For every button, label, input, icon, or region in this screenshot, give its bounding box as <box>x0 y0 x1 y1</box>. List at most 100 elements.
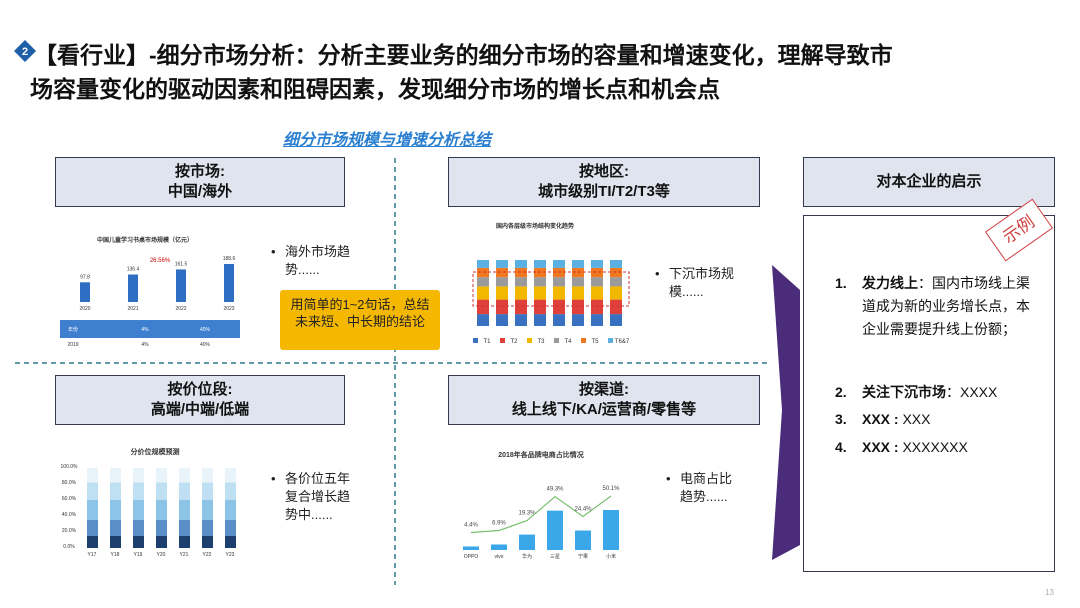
stack-seg <box>87 536 98 548</box>
stack-seg <box>496 267 508 278</box>
mini-text: 26.56% <box>150 258 171 264</box>
text: ：国内市场线上渠道成为新的业务增长点，本企业需要提升线上份额； <box>862 275 1030 337</box>
list-item: 1. 发力线上：国内市场线上渠道成为新的业务增长点，本企业需要提升线上份额； <box>835 272 1035 341</box>
stack-seg <box>572 286 584 300</box>
text: XXX <box>898 411 931 427</box>
bar <box>575 530 591 550</box>
stack-seg <box>202 536 213 548</box>
mini-text: 49.3% <box>546 487 564 493</box>
stack-seg <box>534 267 546 278</box>
text: ：XXXX <box>946 384 998 400</box>
stack-seg <box>477 314 489 326</box>
mini-text: 6.9% <box>492 520 506 526</box>
stack-seg <box>87 482 98 500</box>
stack-seg <box>477 286 489 300</box>
text: XXX : <box>862 439 899 455</box>
list-item: 2. 关注下沉市场：XXXX <box>835 381 1035 404</box>
stack-seg <box>156 520 167 536</box>
bar <box>80 282 90 302</box>
mini-text: 中国儿童学习书桌市场规模（亿元） <box>97 236 193 244</box>
legend-swatch <box>608 338 613 343</box>
stack-seg <box>225 468 236 483</box>
stack-seg <box>553 277 565 287</box>
stack-seg <box>110 520 121 536</box>
stack-seg <box>610 267 622 278</box>
mini-text: 100.0% <box>61 464 79 470</box>
stack-seg <box>202 520 213 536</box>
stack-seg <box>610 299 622 315</box>
legend-swatch <box>554 338 559 343</box>
stack-seg <box>179 468 190 483</box>
stack-seg <box>591 299 603 315</box>
stack-seg <box>496 286 508 300</box>
mini-text: 50.1% <box>602 486 620 492</box>
stack-seg <box>553 286 565 300</box>
stack-seg <box>553 299 565 315</box>
bar <box>176 269 186 302</box>
mini-text: 2018年各品牌电商占比情况 <box>498 450 584 459</box>
mini-text: Y18 <box>111 552 120 558</box>
highlight <box>472 271 630 307</box>
mini-text: 2019 <box>67 342 78 348</box>
stack-seg <box>202 500 213 520</box>
stack-seg <box>225 482 236 500</box>
mini-text: 年份 <box>68 326 78 333</box>
text: 城市级别TI/T2/T3等 <box>538 183 670 200</box>
stack-seg <box>179 520 190 536</box>
text: 2. <box>835 384 847 400</box>
mini-text: 2020 <box>79 306 90 312</box>
stack-seg <box>87 468 98 483</box>
page-number: 13 <box>1045 588 1054 597</box>
text: 关注下沉市场 <box>862 384 946 400</box>
stack-seg <box>515 267 527 278</box>
stack-seg <box>553 260 565 268</box>
stack-seg <box>572 314 584 326</box>
text: 按市场: <box>175 163 225 180</box>
mini-text: OPPO <box>464 554 479 560</box>
bar <box>128 274 138 302</box>
title-line: 场容量变化的驱动因素和阻碍因素，发现细分市场的增长点和机会点 <box>30 76 720 102</box>
text: 1. <box>835 275 847 291</box>
mini-text: 40.0% <box>62 512 77 518</box>
mini-text: Y20 <box>157 552 166 558</box>
note: 下沉市场规模...... <box>655 265 739 301</box>
bar <box>463 546 479 550</box>
stack-seg <box>110 536 121 548</box>
mini-text: 4% <box>141 342 149 348</box>
text: 按价位段: <box>167 381 233 398</box>
panel-heading: 对本企业的启示 <box>803 157 1055 207</box>
stack-seg <box>179 536 190 548</box>
mini-text: vivo <box>495 554 504 560</box>
stack-seg <box>202 482 213 500</box>
stack-seg <box>179 482 190 500</box>
mini-text: 20.0% <box>62 528 77 534</box>
text: XXX : <box>862 411 899 427</box>
legend-swatch <box>527 338 532 343</box>
bar <box>547 510 563 550</box>
stack-seg <box>534 260 546 268</box>
mini-chart: 国内各层级市场结构变化趋势 T1 T2 T3 T4 T5 T6&7 <box>472 222 630 345</box>
bar <box>491 544 507 550</box>
stack-seg <box>496 260 508 268</box>
mini-text: 60.0% <box>62 496 77 502</box>
stack-seg <box>133 482 144 500</box>
list-item: 4. XXX : XXXXXXX <box>835 436 1035 459</box>
stack-seg <box>610 286 622 300</box>
mini-text: Y19 <box>134 552 143 558</box>
stack-seg <box>591 286 603 300</box>
stack-seg <box>179 500 190 520</box>
legend-swatch <box>473 338 478 343</box>
stack-seg <box>477 260 489 268</box>
title-line: 【看行业】-细分市场分析：分析主要业务的细分市场的容量和增速变化，理解导致市 <box>34 42 893 68</box>
stack-seg <box>591 277 603 287</box>
badge-icon: 2 <box>14 40 36 62</box>
mini-text: 分价位规模预测 <box>131 447 180 456</box>
legend-swatch <box>500 338 505 343</box>
mini-chart: 中国儿童学习书桌市场规模（亿元） 26.56% 97.8 2020 136.4 2021 1… <box>60 236 240 348</box>
stack-seg <box>156 468 167 483</box>
mini-text: 188.6 <box>223 256 236 262</box>
text: 发力线上 <box>862 275 918 291</box>
note: 海外市场趋势...... <box>271 243 355 279</box>
text: 3. <box>835 411 847 427</box>
legend-swatch <box>581 338 586 343</box>
